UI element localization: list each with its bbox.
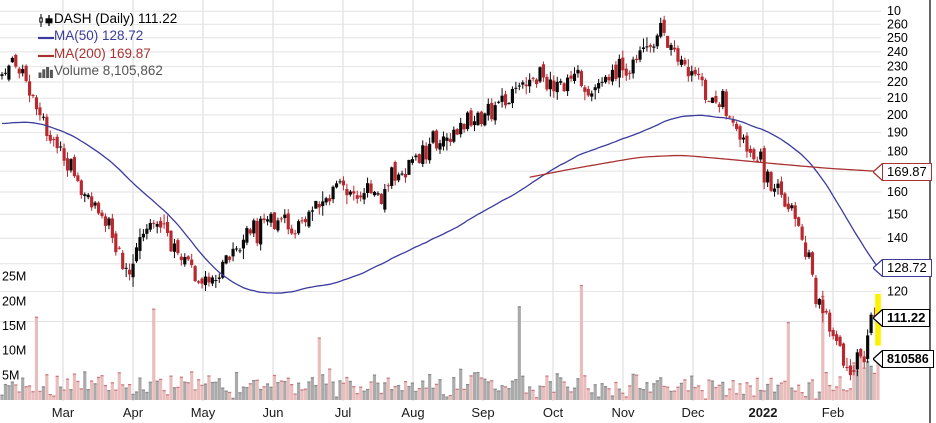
svg-text:May: May [191, 405, 216, 420]
svg-text:250: 250 [887, 31, 908, 45]
svg-text:210: 210 [887, 91, 908, 105]
svg-text:Feb: Feb [822, 405, 844, 420]
svg-text:140: 140 [887, 231, 908, 245]
svg-text:Nov: Nov [611, 405, 635, 420]
svg-text:Apr: Apr [123, 405, 144, 420]
svg-text:190: 190 [887, 126, 908, 140]
svg-text:Jul: Jul [335, 405, 352, 420]
svg-text:Mar: Mar [52, 405, 75, 420]
svg-text:150: 150 [887, 207, 908, 221]
svg-text:230: 230 [887, 60, 908, 74]
svg-text:25M: 25M [2, 270, 26, 284]
svg-text:20M: 20M [2, 294, 26, 308]
svg-text:Sep: Sep [471, 405, 494, 420]
svg-text:Dec: Dec [681, 405, 705, 420]
svg-text:160: 160 [887, 185, 908, 199]
svg-text:Aug: Aug [401, 405, 424, 420]
svg-text:260: 260 [887, 17, 908, 31]
svg-text:200: 200 [887, 108, 908, 122]
svg-text:120: 120 [887, 284, 908, 298]
svg-text:5M: 5M [2, 368, 19, 382]
svg-text:10: 10 [887, 4, 901, 18]
svg-text:Oct: Oct [543, 405, 564, 420]
svg-text:220: 220 [887, 75, 908, 89]
svg-text:Jun: Jun [263, 405, 284, 420]
svg-text:180: 180 [887, 144, 908, 158]
svg-text:240: 240 [887, 45, 908, 59]
svg-text:15M: 15M [2, 319, 26, 333]
svg-text:10M: 10M [2, 344, 26, 358]
svg-text:2022: 2022 [749, 405, 778, 420]
